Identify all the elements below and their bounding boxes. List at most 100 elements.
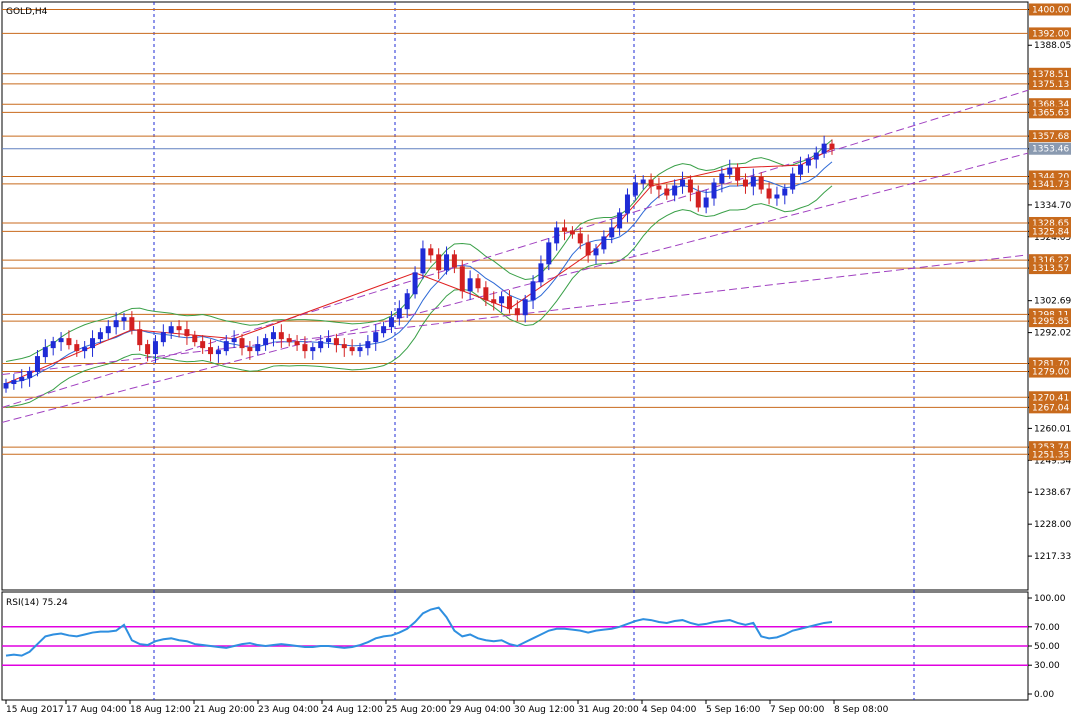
candle-body[interactable] [711,182,717,199]
candle-body[interactable] [223,341,229,352]
candle-body[interactable] [113,320,119,328]
candle-body[interactable] [672,185,678,196]
candle-body[interactable] [695,191,701,208]
candle-body[interactable] [703,197,709,208]
candle-body[interactable] [302,344,308,352]
candle-body[interactable] [459,266,465,292]
candle-body[interactable] [727,167,733,175]
candle-body[interactable] [444,254,450,271]
candle-body[interactable] [263,338,269,346]
candle-body[interactable] [239,338,245,349]
candle-body[interactable] [286,338,292,343]
candle-body[interactable] [436,254,442,271]
candle-body[interactable] [617,212,623,229]
candle-body[interactable] [735,167,741,181]
candle-body[interactable] [294,341,300,346]
candle-body[interactable] [160,332,166,343]
candle-body[interactable] [365,341,371,349]
candle-body[interactable] [569,230,575,235]
candle-body[interactable] [3,383,9,389]
candle-body[interactable] [821,143,827,154]
candle-body[interactable] [648,179,654,187]
candle-body[interactable] [58,338,64,343]
candle-body[interactable] [247,347,253,352]
candle-body[interactable] [758,176,764,190]
candle-body[interactable] [514,308,520,316]
candle-body[interactable] [632,182,638,196]
candle-body[interactable] [585,242,591,256]
candle-body[interactable] [184,329,190,337]
candle-body[interactable] [798,164,804,175]
candle-body[interactable] [428,248,434,256]
candle-body[interactable] [782,188,788,196]
candle-body[interactable] [42,347,48,358]
candle-body[interactable] [538,263,544,283]
candle-body[interactable] [255,344,261,352]
candle-body[interactable] [129,317,135,331]
candle-body[interactable] [19,377,25,382]
candle-body[interactable] [90,338,96,349]
candle-body[interactable] [82,347,88,352]
candle-body[interactable] [381,326,387,334]
candle-body[interactable] [215,350,221,355]
candle-body[interactable] [475,278,481,289]
candle-body[interactable] [396,308,402,319]
candle-body[interactable] [719,173,725,184]
candle-body[interactable] [349,347,355,352]
candle-body[interactable] [664,188,670,196]
candle-body[interactable] [593,248,599,256]
candle-body[interactable] [310,347,316,352]
candle-body[interactable] [333,338,339,346]
candle-body[interactable] [121,317,127,322]
candle-body[interactable] [137,329,143,346]
candle-body[interactable] [829,143,835,150]
candle-body[interactable] [451,254,457,268]
candle-body[interactable] [74,344,80,352]
candle-body[interactable] [680,179,686,187]
candle-body[interactable] [27,371,33,379]
candle-body[interactable] [341,344,347,349]
candle-body[interactable] [522,299,528,316]
candle-body[interactable] [176,326,182,331]
candle-body[interactable] [11,380,17,385]
candle-body[interactable] [577,233,583,244]
candle-body[interactable] [412,272,418,295]
candle-body[interactable] [200,341,206,349]
candle-body[interactable] [326,338,332,343]
candle-body[interactable] [34,356,40,373]
candle-body[interactable] [766,188,772,199]
candle-body[interactable] [66,338,72,346]
candle-body[interactable] [790,173,796,190]
candle-body[interactable] [813,152,819,160]
candle-body[interactable] [97,332,103,340]
candle-body[interactable] [530,281,536,301]
candle-body[interactable] [388,317,394,328]
candle-body[interactable] [208,347,214,355]
candle-body[interactable] [687,179,693,193]
candle-body[interactable] [357,347,363,352]
candle-body[interactable] [609,227,615,238]
candle-body[interactable] [270,332,276,340]
candle-body[interactable] [601,236,607,250]
candle-body[interactable] [554,227,560,244]
candle-body[interactable] [168,326,174,334]
candle-body[interactable] [145,344,151,355]
candle-body[interactable] [192,335,198,343]
candle-body[interactable] [624,194,630,214]
candle-body[interactable] [105,326,111,334]
candle-body[interactable] [318,341,324,349]
candle-body[interactable] [499,296,505,304]
candle-body[interactable] [373,332,379,343]
candle-body[interactable] [483,287,489,301]
candle-body[interactable] [640,179,646,184]
candle-body[interactable] [774,194,780,199]
candle-body[interactable] [742,179,748,187]
candle-body[interactable] [467,278,473,292]
candle-body[interactable] [750,176,756,187]
candle-body[interactable] [506,296,512,310]
candle-body[interactable] [278,332,284,340]
candle-body[interactable] [50,341,56,349]
candle-body[interactable] [231,338,237,343]
candle-body[interactable] [404,293,410,310]
